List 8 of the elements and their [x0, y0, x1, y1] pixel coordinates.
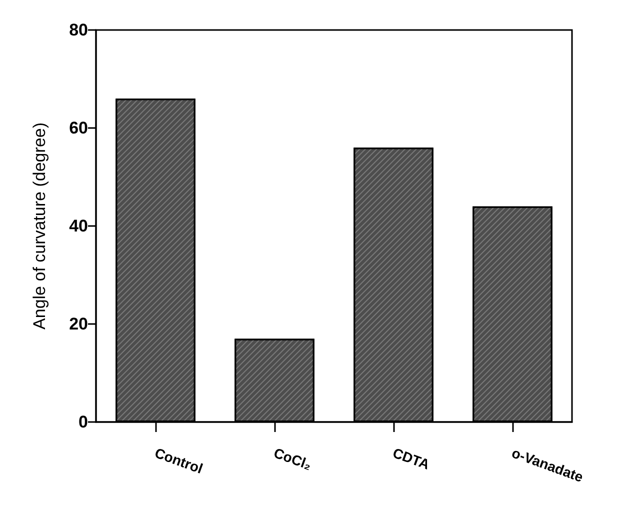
y-tick-label: 0	[78, 412, 88, 432]
y-tick-label: 80	[69, 20, 88, 40]
y-tick-label: 60	[69, 118, 88, 138]
y-tick-label: 20	[69, 314, 88, 334]
x-tick-label: CoCl₂	[272, 444, 314, 473]
x-tick-label: CDTA	[390, 444, 432, 472]
y-axis-title: Angle of curvature (degree)	[30, 122, 49, 330]
y-tick-label: 40	[69, 216, 88, 236]
